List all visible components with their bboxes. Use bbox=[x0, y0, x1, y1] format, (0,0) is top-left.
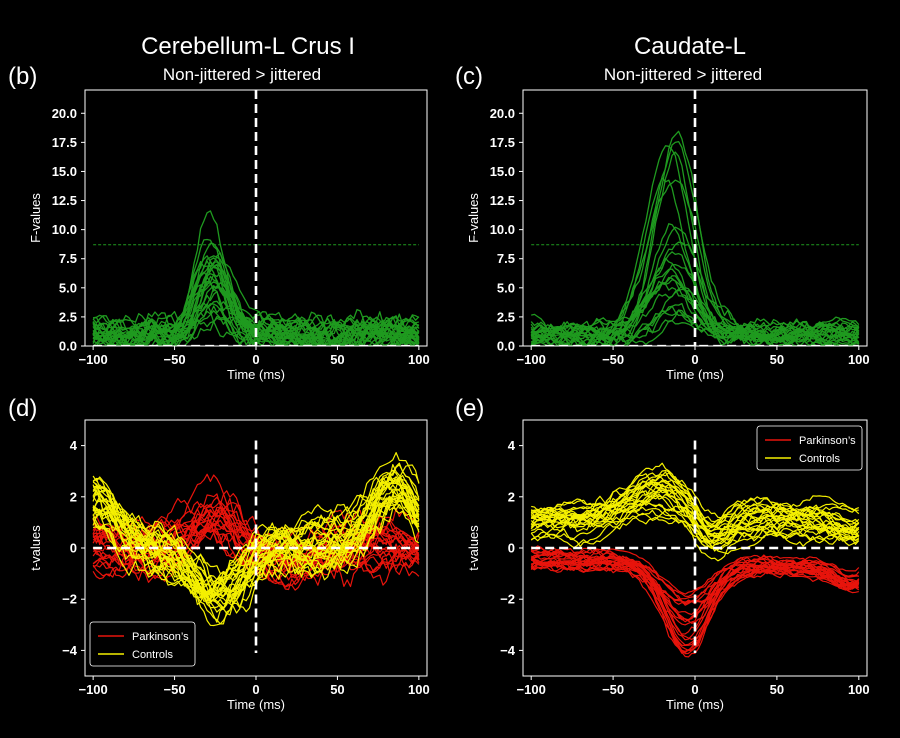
y-tick-label: 0.0 bbox=[497, 339, 515, 354]
y-tick-label: 0 bbox=[70, 541, 77, 556]
y-tick-label: 0 bbox=[508, 541, 515, 556]
x-tick-label: −50 bbox=[164, 682, 186, 697]
panel-label-c: (c) bbox=[455, 63, 483, 90]
panel-label-e: (e) bbox=[455, 395, 484, 422]
x-axis-title: Time (ms) bbox=[227, 367, 285, 382]
yellow-series-38 bbox=[530, 462, 860, 537]
red-series-21 bbox=[530, 559, 860, 626]
y-tick-label: 12.5 bbox=[490, 193, 515, 208]
x-tick-label: −100 bbox=[78, 352, 107, 367]
y-tick-label: 0.0 bbox=[59, 339, 77, 354]
right-column-title: Caudate-L bbox=[634, 33, 746, 60]
x-tick-label: −50 bbox=[164, 352, 186, 367]
legend-label-yellow: Controls bbox=[132, 649, 173, 661]
panel-c-chart: (c) −100 −50 0 50 100 0.0 2.5 5.0 7.5 10.0 12.5 15.0… bbox=[455, 63, 870, 382]
y-tick-label: 4 bbox=[508, 438, 516, 453]
x-axis-title: Time (ms) bbox=[666, 697, 724, 712]
x-tick-label: 100 bbox=[848, 682, 870, 697]
left-column-subtitle: Non-jittered > jittered bbox=[163, 65, 321, 84]
panel-label-d: (d) bbox=[8, 395, 37, 422]
panel-b-chart: (b) −100 −50 0 50 100 0.0 2.5 5.0 7.5 10.0 12.5 15.0… bbox=[8, 63, 430, 382]
y-tick-label: −4 bbox=[62, 643, 78, 658]
green-series-15 bbox=[530, 263, 859, 346]
y-tick-label: 2.5 bbox=[59, 309, 77, 324]
panel-label-b: (b) bbox=[8, 63, 37, 90]
y-tick-label: −2 bbox=[500, 592, 515, 607]
legend: Parkinson’s Controls bbox=[756, 425, 863, 471]
y-axis-title: t-values bbox=[28, 525, 43, 571]
y-tick-label: 2 bbox=[508, 489, 515, 504]
x-tick-label: 50 bbox=[330, 682, 344, 697]
y-tick-label: 4 bbox=[70, 438, 78, 453]
y-axis-title: F-values bbox=[28, 193, 43, 243]
y-tick-label: 10.0 bbox=[490, 222, 515, 237]
legend-label-red: Parkinson’s bbox=[132, 631, 189, 643]
red-series-24 bbox=[530, 558, 860, 652]
y-tick-label: 5.0 bbox=[59, 280, 77, 295]
x-tick-label: 0 bbox=[252, 682, 259, 697]
y-tick-label: 2.5 bbox=[497, 309, 515, 324]
legend-label-yellow: Controls bbox=[799, 453, 840, 465]
x-tick-label: 0 bbox=[691, 352, 698, 367]
x-axis-title: Time (ms) bbox=[666, 367, 724, 382]
legend-box bbox=[89, 621, 196, 667]
right-column-subtitle: Non-jittered > jittered bbox=[604, 65, 762, 84]
x-tick-label: 0 bbox=[691, 682, 698, 697]
x-tick-label: 50 bbox=[770, 352, 784, 367]
red-series-6 bbox=[530, 548, 860, 597]
y-tick-label: 12.5 bbox=[52, 193, 77, 208]
x-axis-title: Time (ms) bbox=[227, 697, 285, 712]
panel-d-chart: (d) −100 −50 0 50 100 −4 −2 0 2 4 Time (ms) t-values… bbox=[8, 395, 430, 712]
legend: Parkinson’s Controls bbox=[89, 621, 196, 667]
x-tick-label: 100 bbox=[408, 682, 430, 697]
y-axis-title: t-values bbox=[466, 525, 481, 571]
y-tick-label: 7.5 bbox=[59, 251, 77, 266]
series-group bbox=[530, 462, 860, 658]
x-tick-label: −50 bbox=[602, 352, 624, 367]
x-tick-label: 50 bbox=[770, 682, 784, 697]
x-tick-label: −100 bbox=[517, 352, 546, 367]
y-tick-label: 17.5 bbox=[490, 135, 515, 150]
x-tick-label: −50 bbox=[602, 682, 624, 697]
x-tick-label: 100 bbox=[848, 352, 870, 367]
x-tick-label: 50 bbox=[330, 352, 344, 367]
y-axis-title: F-values bbox=[466, 193, 481, 243]
x-tick-label: 100 bbox=[408, 352, 430, 367]
y-tick-label: 2 bbox=[70, 489, 77, 504]
yellow-series-50 bbox=[92, 503, 420, 605]
yellow-series-47 bbox=[531, 508, 860, 544]
y-tick-label: 10.0 bbox=[52, 222, 77, 237]
y-tick-label: 20.0 bbox=[52, 106, 77, 121]
y-tick-label: 15.0 bbox=[52, 164, 77, 179]
y-tick-label: −4 bbox=[500, 643, 516, 658]
y-tick-label: −2 bbox=[62, 592, 77, 607]
y-tick-label: 20.0 bbox=[490, 106, 515, 121]
green-series-21 bbox=[530, 241, 860, 346]
panel-e-chart: (e) −100 −50 0 50 100 −4 −2 0 2 4 Time (ms) t-values… bbox=[455, 395, 870, 712]
y-tick-label: 15.0 bbox=[490, 164, 515, 179]
left-column-title: Cerebellum-L Crus I bbox=[141, 33, 355, 60]
yellow-series-48 bbox=[531, 516, 860, 549]
x-tick-label: −100 bbox=[517, 682, 546, 697]
x-tick-label: 0 bbox=[252, 352, 259, 367]
legend-box bbox=[756, 425, 863, 471]
y-tick-label: 17.5 bbox=[52, 135, 77, 150]
y-tick-label: 7.5 bbox=[497, 251, 515, 266]
legend-label-red: Parkinson’s bbox=[799, 435, 856, 447]
x-tick-label: −100 bbox=[78, 682, 107, 697]
y-tick-label: 5.0 bbox=[497, 280, 515, 295]
